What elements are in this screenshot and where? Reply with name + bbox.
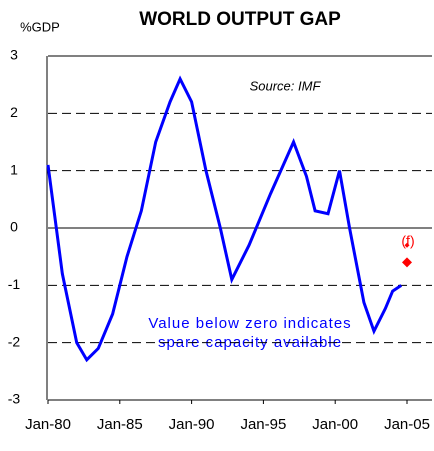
y-axis-label: %GDP [20,19,60,34]
x-tick-label: Jan-80 [25,416,71,433]
y-tick-label: 3 [10,47,18,63]
forecast-marker [404,242,410,248]
y-tick-label: 1 [10,161,18,177]
y-tick-label: 0 [10,219,18,235]
x-tick-label: Jan-90 [169,416,215,433]
chart-title: WORLD OUTPUT GAP [139,9,341,30]
x-tick-label: Jan-00 [312,416,358,433]
line [46,75,403,363]
x-tick-label: Jan-95 [240,416,286,433]
forecast-label: (f) [401,233,414,249]
y-tick-label: -1 [8,276,21,292]
source-note: Source: IMF [250,78,322,93]
y-tick-label: -3 [8,391,21,407]
forecast-marker [402,257,412,268]
y-tick-label: -2 [8,333,21,349]
x-tick-label: Jan-85 [97,416,143,433]
y-tick-label: 2 [10,104,18,120]
x-tick-label: Jan-05 [384,416,430,433]
annotation: Value below zero indicates [148,315,351,332]
